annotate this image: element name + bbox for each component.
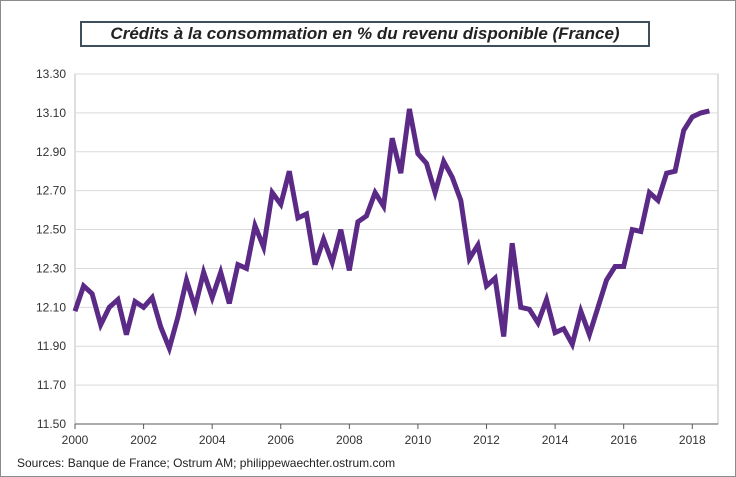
y-tick-label: 13.30	[36, 67, 66, 81]
x-tick-label: 2002	[130, 433, 157, 447]
y-tick-label: 12.10	[36, 300, 66, 314]
y-tick-label: 12.70	[36, 184, 66, 198]
series-line-0	[72, 108, 710, 356]
x-tick-label: 2018	[679, 433, 706, 447]
y-tick-label: 11.90	[37, 339, 66, 353]
x-tick-label: 2012	[473, 433, 500, 447]
source-note: Sources: Banque de France; Ostrum AM; ph…	[17, 456, 396, 470]
x-tick-label: 2000	[62, 433, 89, 447]
y-tick-label: 12.50	[36, 223, 66, 237]
x-tick-label: 2014	[542, 433, 569, 447]
y-tick-label: 11.70	[37, 378, 66, 392]
x-tick-label: 2010	[405, 433, 432, 447]
x-tick-label: 2016	[610, 433, 637, 447]
y-tick-label: 11.50	[37, 417, 66, 431]
chart-title-box: Crédits à la consommation en % du revenu…	[80, 21, 650, 47]
y-tick-label: 12.30	[36, 261, 66, 275]
x-tick-label: 2006	[267, 433, 294, 447]
plot-area-border	[74, 73, 719, 425]
x-tick-label: 2008	[336, 433, 363, 447]
y-tick-label: 13.10	[36, 106, 66, 120]
y-tick-label: 12.90	[36, 145, 66, 159]
x-tick-label: 2004	[199, 433, 226, 447]
chart-title: Crédits à la consommation en % du revenu…	[110, 24, 620, 43]
